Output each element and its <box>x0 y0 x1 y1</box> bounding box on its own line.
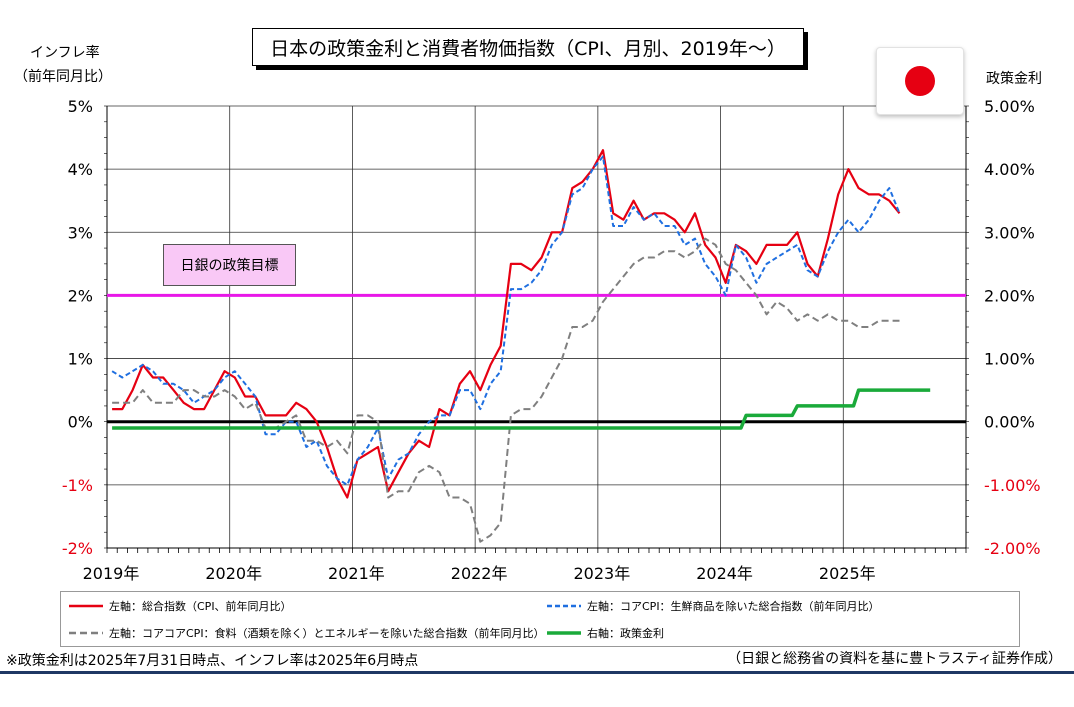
series-corecore-cpi-line <box>112 237 900 543</box>
bottom-rule <box>0 671 1074 674</box>
x-tick-label: 2024年 <box>696 564 753 583</box>
left-tick-label: -2% <box>62 539 93 558</box>
right-tick-label: 3.00% <box>984 223 1035 242</box>
right-axis-title: 政策金利 <box>986 71 1042 87</box>
japan-flag-icon <box>876 47 964 115</box>
legend-item-rate: 右軸：政策金利 <box>547 625 664 641</box>
series-policy-rate-line <box>112 388 931 430</box>
source-note: （日銀と総務省の資料を基に豊トラスティ証券作成） <box>727 651 1062 667</box>
right-tick-label: -1.00% <box>984 476 1041 495</box>
legend-label-core: 左軸：コアCPI：生鮮商品を除いた総合指数（前年同月比） <box>587 600 880 613</box>
left-axis-title-line2: （前年同月比） <box>14 69 112 85</box>
right-tick-label: -2.00% <box>984 539 1041 558</box>
right-tick-label: 1.00% <box>984 350 1035 369</box>
series-core-cpi-line <box>111 155 901 486</box>
left-tick-label: 5% <box>68 97 93 116</box>
right-tick-label: 5.00% <box>984 97 1035 116</box>
left-tick-label: -1% <box>62 476 93 495</box>
x-tick-label: 2021年 <box>328 564 385 583</box>
legend: 左軸：総合指数（CPI、前年同月比） 左軸：コアCPI：生鮮商品を除いた総合指数… <box>60 591 1020 647</box>
legend-item-core: 左軸：コアCPI：生鮮商品を除いた総合指数（前年同月比） <box>547 598 880 614</box>
legend-label-rate: 右軸：政策金利 <box>587 627 664 640</box>
left-tick-label: 0% <box>68 413 93 432</box>
legend-label-cpi: 左軸：総合指数（CPI、前年同月比） <box>109 600 292 613</box>
right-tick-label: 0.00% <box>984 413 1035 432</box>
left-tick-label: 1% <box>68 350 93 369</box>
chart-title: 日本の政策金利と消費者物価指数（CPI、月別、2019年～） <box>252 28 804 66</box>
x-tick-label: 2019年 <box>83 564 140 583</box>
x-tick-label: 2020年 <box>205 564 262 583</box>
policy-target-label: 日銀の政策目標 <box>163 244 296 286</box>
right-tick-label: 4.00% <box>984 160 1035 179</box>
legend-label-corecore: 左軸：コアコアCPI：食料（酒類を除く）とエネルギーを除いた総合指数（前年同月比… <box>109 627 545 640</box>
legend-item-corecore: 左軸：コアコアCPI：食料（酒類を除く）とエネルギーを除いた総合指数（前年同月比… <box>69 625 545 641</box>
plot-area <box>107 106 966 548</box>
left-axis-title-line1: インフレ率 <box>30 45 100 61</box>
right-tick-label: 2.00% <box>984 286 1035 305</box>
x-tick-label: 2025年 <box>819 564 876 583</box>
left-tick-label: 4% <box>68 160 93 179</box>
legend-item-cpi: 左軸：総合指数（CPI、前年同月比） <box>69 598 292 614</box>
x-tick-label: 2022年 <box>451 564 508 583</box>
series-cpi-line <box>112 149 901 499</box>
x-tick-label: 2023年 <box>573 564 630 583</box>
left-tick-label: 2% <box>68 286 93 305</box>
left-tick-label: 3% <box>68 223 93 242</box>
footnote: ※政策金利は2025年7月31日時点、インフレ率は2025年6月時点 <box>6 653 419 669</box>
